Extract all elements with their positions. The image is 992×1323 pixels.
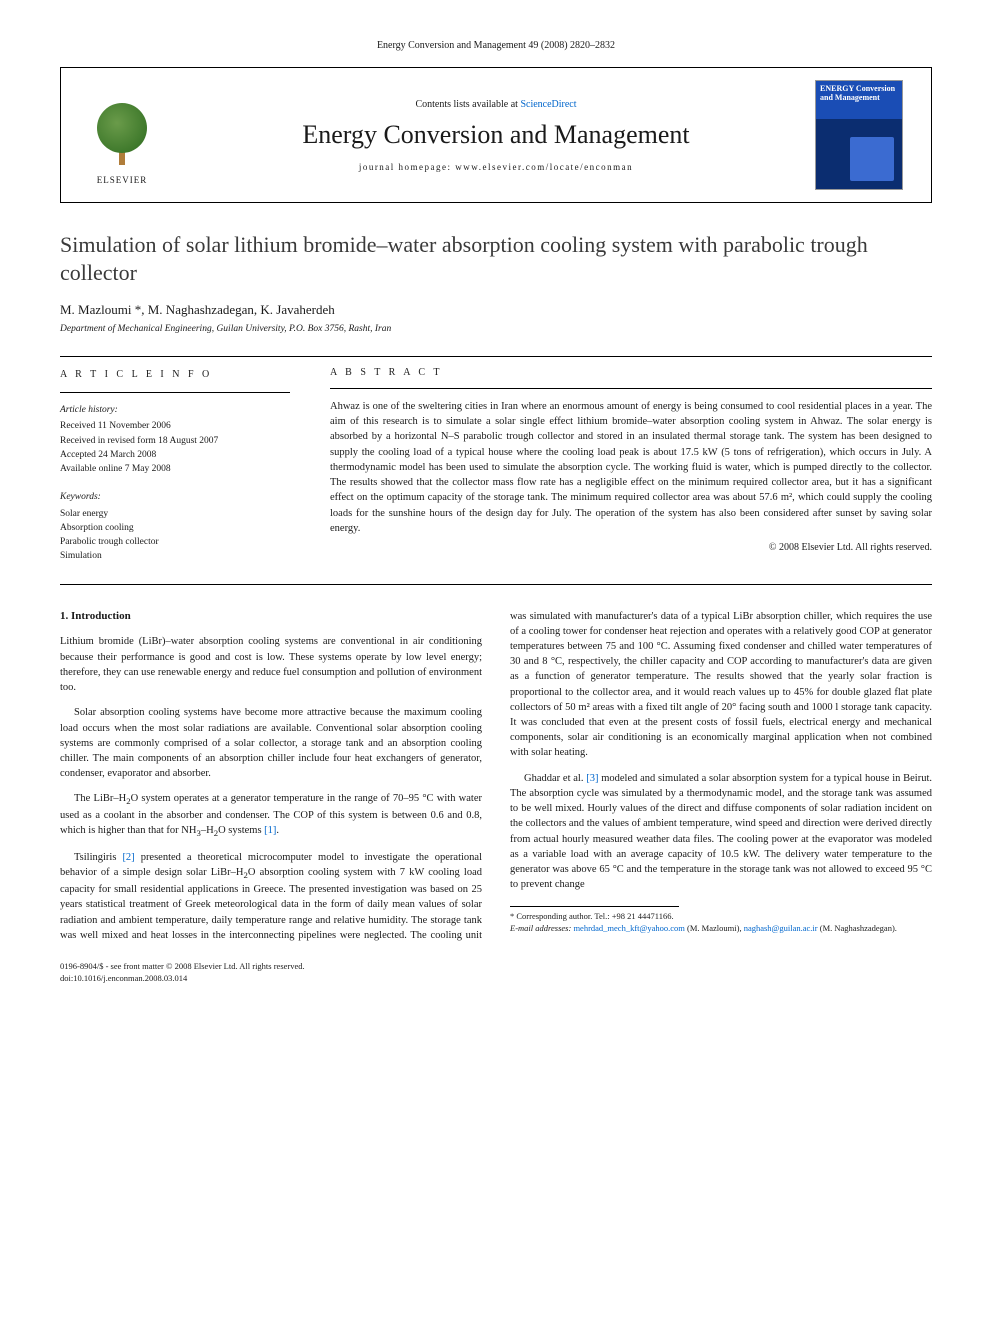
journal-title: Energy Conversion and Management xyxy=(189,120,803,150)
contents-prefix: Contents lists available at xyxy=(415,99,520,110)
elsevier-tree-icon xyxy=(92,103,152,173)
author-1: M. Mazloumi xyxy=(60,302,132,317)
email-who-1: (M. Mazloumi) xyxy=(687,923,739,933)
cover-title: ENERGY Conversion and Management xyxy=(820,85,898,103)
keywords-label: Keywords: xyxy=(60,490,290,504)
article-info-heading: A R T I C L E I N F O xyxy=(60,367,290,382)
contents-line: Contents lists available at ScienceDirec… xyxy=(189,99,803,110)
abstract-text: Ahwaz is one of the sweltering cities in… xyxy=(330,399,932,536)
journal-cover-thumb: ENERGY Conversion and Management xyxy=(815,80,903,190)
divider xyxy=(60,584,932,585)
keyword: Solar energy xyxy=(60,507,290,521)
body-paragraph: Lithium bromide (LiBr)–water absorption … xyxy=(60,634,482,695)
history-item: Received in revised form 18 August 2007 xyxy=(60,434,290,448)
authors-line: M. Mazloumi *, M. Naghashzadegan, K. Jav… xyxy=(60,302,932,318)
journal-header: ELSEVIER Contents lists available at Sci… xyxy=(60,67,932,203)
body-paragraph: Solar absorption cooling systems have be… xyxy=(60,705,482,781)
footnotes: * Corresponding author. Tel.: +98 21 444… xyxy=(510,911,932,935)
homepage-url: www.elsevier.com/locate/enconman xyxy=(455,162,633,172)
abstract-heading: A B S T R A C T xyxy=(330,367,932,378)
email-label: E-mail addresses: xyxy=(510,923,571,933)
body-columns: 1. Introduction Lithium bromide (LiBr)–w… xyxy=(60,609,932,944)
history-item: Received 11 November 2006 xyxy=(60,419,290,433)
article-title: Simulation of solar lithium bromide–wate… xyxy=(60,231,932,286)
history-label: Article history: xyxy=(60,403,290,417)
divider xyxy=(60,392,290,393)
journal-reference: Energy Conversion and Management 49 (200… xyxy=(60,40,932,51)
email-link-1[interactable]: mehrdad_mech_kft@yahoo.com xyxy=(573,923,684,933)
author-3: K. Javaherdeh xyxy=(260,302,334,317)
meta-row: A R T I C L E I N F O Article history: R… xyxy=(60,367,932,564)
history-item: Available online 7 May 2008 xyxy=(60,462,290,476)
email-who-2: (M. Naghashzadegan) xyxy=(820,923,895,933)
article-info: A R T I C L E I N F O Article history: R… xyxy=(60,367,290,564)
abstract-copyright: © 2008 Elsevier Ltd. All rights reserved… xyxy=(330,542,932,553)
ref-link-2[interactable]: [2] xyxy=(122,852,134,863)
header-center: Contents lists available at ScienceDirec… xyxy=(189,99,803,172)
keyword: Simulation xyxy=(60,549,290,563)
footer-line-1: 0196-8904/$ - see front matter © 2008 El… xyxy=(60,961,932,973)
publisher-name: ELSEVIER xyxy=(97,175,148,185)
author-2: M. Naghashzadegan xyxy=(148,302,254,317)
email-line: E-mail addresses: mehrdad_mech_kft@yahoo… xyxy=(510,923,932,935)
divider xyxy=(60,356,932,357)
homepage-prefix: journal homepage: xyxy=(359,162,455,172)
footer: 0196-8904/$ - see front matter © 2008 El… xyxy=(60,961,932,985)
history-item: Accepted 24 March 2008 xyxy=(60,448,290,462)
body-paragraph: The LiBr–H2O system operates at a genera… xyxy=(60,791,482,840)
abstract-block: A B S T R A C T Ahwaz is one of the swel… xyxy=(330,367,932,564)
footnote-separator xyxy=(510,906,679,907)
section-heading: 1. Introduction xyxy=(60,609,482,625)
email-link-2[interactable]: naghash@guilan.ac.ir xyxy=(744,923,818,933)
keyword: Absorption cooling xyxy=(60,521,290,535)
body-paragraph: Ghaddar et al. [3] modeled and simulated… xyxy=(510,771,932,893)
publisher-logo: ELSEVIER xyxy=(77,85,167,185)
footer-line-2: doi:10.1016/j.enconman.2008.03.014 xyxy=(60,973,932,985)
ref-link-1[interactable]: [1] xyxy=(264,825,276,836)
keyword: Parabolic trough collector xyxy=(60,535,290,549)
corresponding-author-note: * Corresponding author. Tel.: +98 21 444… xyxy=(510,911,932,923)
sciencedirect-link[interactable]: ScienceDirect xyxy=(520,99,576,110)
affiliation: Department of Mechanical Engineering, Gu… xyxy=(60,324,932,334)
homepage-line: journal homepage: www.elsevier.com/locat… xyxy=(189,162,803,172)
ref-link-3[interactable]: [3] xyxy=(586,773,598,784)
divider xyxy=(330,388,932,389)
